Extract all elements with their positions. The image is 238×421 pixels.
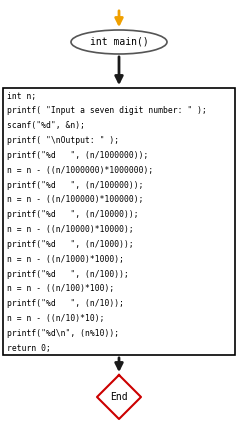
Text: printf("%d   ", (n/100000));: printf("%d ", (n/100000)); bbox=[7, 181, 144, 189]
Text: n = n - ((n/10)*10);: n = n - ((n/10)*10); bbox=[7, 314, 104, 323]
Text: return 0;: return 0; bbox=[7, 344, 51, 353]
Text: printf("%d   ", (n/10000));: printf("%d ", (n/10000)); bbox=[7, 210, 139, 219]
Text: End: End bbox=[110, 392, 128, 402]
Text: printf("%d   ", (n/100));: printf("%d ", (n/100)); bbox=[7, 270, 129, 279]
Text: n = n - ((n/1000000)*1000000);: n = n - ((n/1000000)*1000000); bbox=[7, 166, 153, 175]
Text: int main(): int main() bbox=[90, 37, 148, 47]
Text: printf( "Input a seven digit number: " );: printf( "Input a seven digit number: " )… bbox=[7, 107, 207, 115]
Text: printf("%d\n", (n%10));: printf("%d\n", (n%10)); bbox=[7, 329, 119, 338]
Text: n = n - ((n/10000)*10000);: n = n - ((n/10000)*10000); bbox=[7, 225, 134, 234]
Text: printf("%d   ", (n/1000));: printf("%d ", (n/1000)); bbox=[7, 240, 134, 249]
Bar bbox=[3, 88, 235, 355]
Text: printf( "\nOutput: " );: printf( "\nOutput: " ); bbox=[7, 136, 119, 145]
Polygon shape bbox=[97, 375, 141, 419]
Text: int n;: int n; bbox=[7, 92, 36, 101]
Text: n = n - ((n/1000)*1000);: n = n - ((n/1000)*1000); bbox=[7, 255, 124, 264]
Text: scanf("%d", &n);: scanf("%d", &n); bbox=[7, 121, 85, 131]
Text: printf("%d   ", (n/10));: printf("%d ", (n/10)); bbox=[7, 299, 124, 308]
Ellipse shape bbox=[71, 30, 167, 54]
Text: printf("%d   ", (n/1000000));: printf("%d ", (n/1000000)); bbox=[7, 151, 148, 160]
Text: n = n - ((n/100)*100);: n = n - ((n/100)*100); bbox=[7, 285, 114, 293]
Text: n = n - ((n/100000)*100000);: n = n - ((n/100000)*100000); bbox=[7, 195, 144, 205]
